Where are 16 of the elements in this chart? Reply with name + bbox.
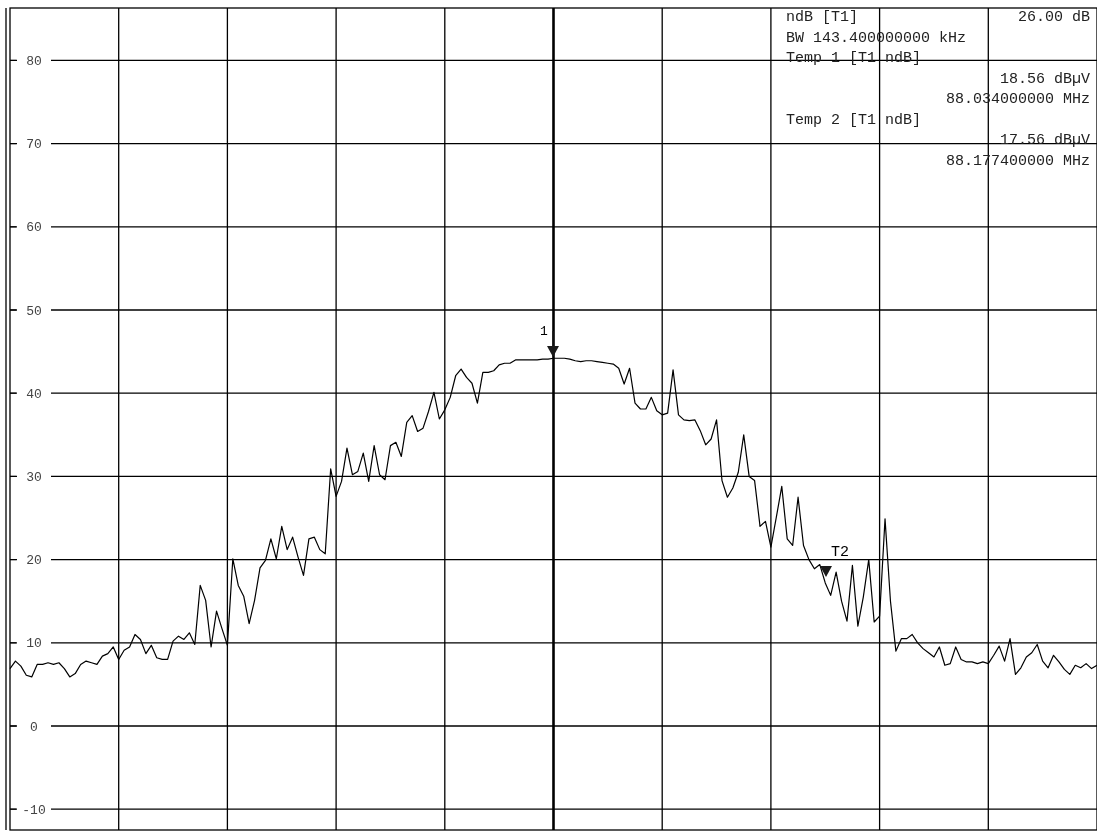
annotation: 26.00 dB — [1017, 9, 1090, 26]
y-tick-label: 30 — [26, 469, 42, 485]
y-tick-label: 10 — [26, 636, 42, 652]
annotation: ndB [T1] — [786, 9, 859, 26]
y-tick-label: -10 — [22, 802, 46, 818]
y-tick-label: 0 — [30, 719, 38, 735]
y-tick-label: 80 — [26, 53, 42, 69]
y-tick-label: 50 — [26, 303, 42, 319]
annotation: T2 — [830, 544, 850, 561]
y-tick-label: 20 — [26, 553, 42, 569]
y-tick-label: 60 — [26, 220, 42, 236]
annotation: 18.56 dBµV — [999, 70, 1090, 88]
annotation: 1 — [540, 324, 549, 339]
annotation: Temp 2 [T1 ndB] — [786, 111, 922, 129]
y-tick-label: 70 — [26, 137, 42, 153]
y-tick-label: 40 — [26, 386, 42, 402]
